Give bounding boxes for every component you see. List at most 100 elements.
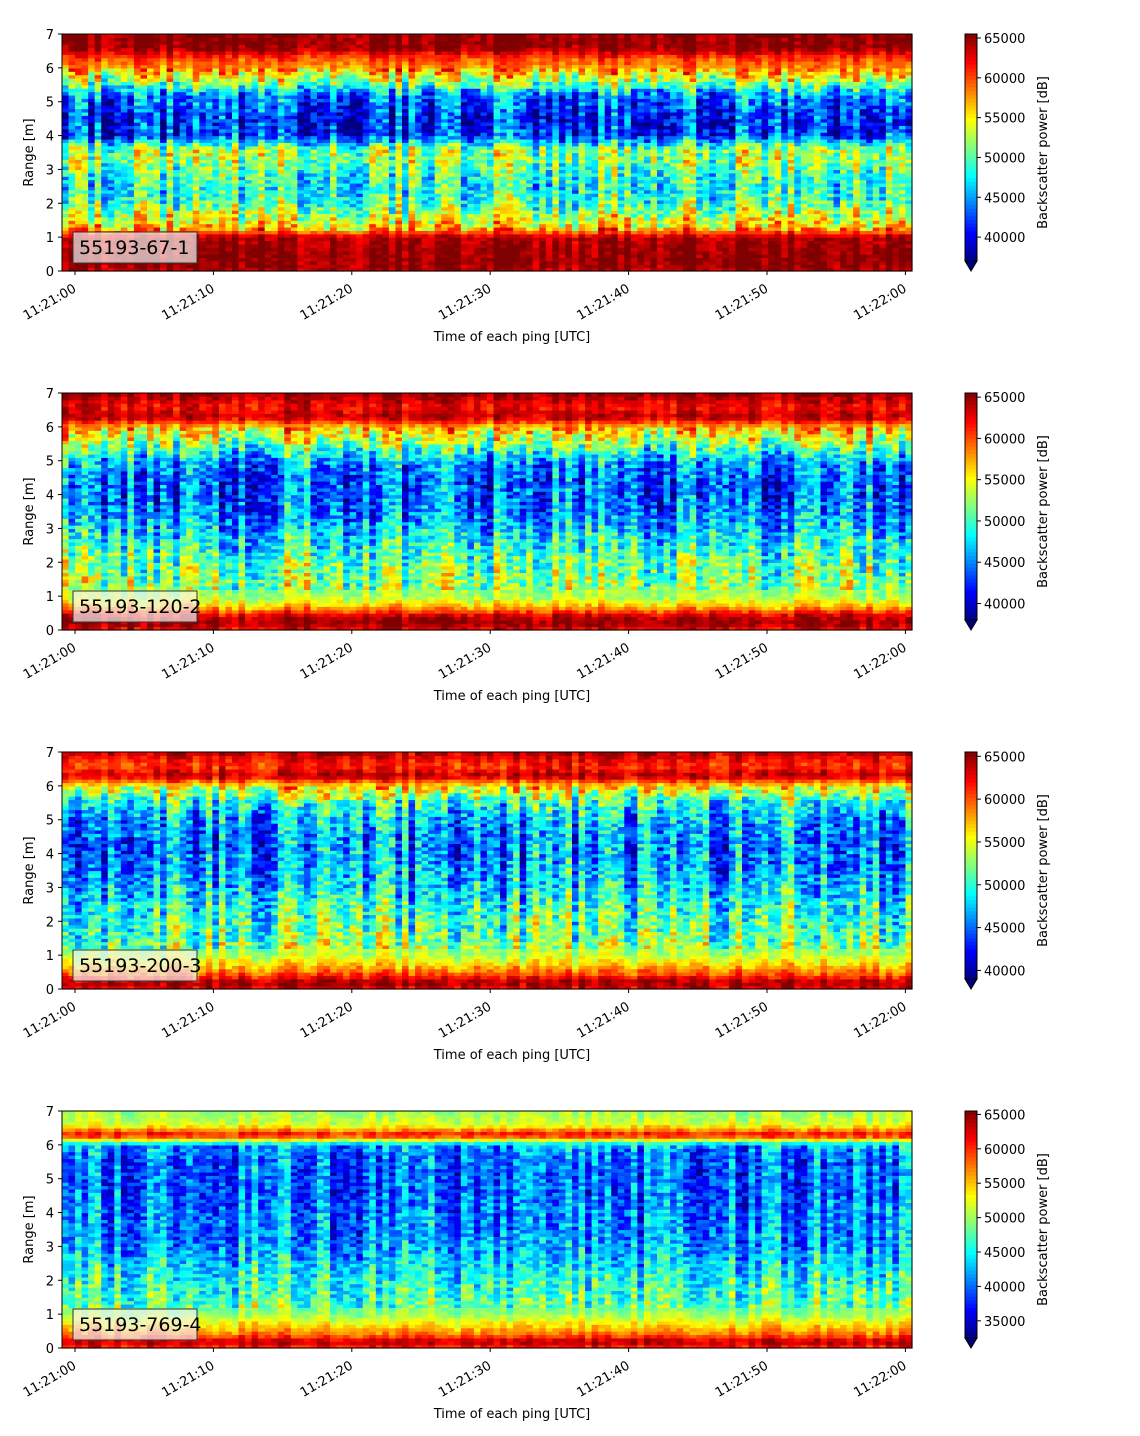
panel-3: 0 1 2 3 4 5 6 7 11:21:00 11:21:10 11:21:20 11:21:30… — [21, 746, 1051, 1063]
colorbar-tick-label: 60000 — [984, 72, 1025, 87]
colorbar-tick-label: 65000 — [984, 750, 1025, 765]
x-tick-label: 11:21:40 — [575, 999, 633, 1041]
x-tick-label: 11:21:30 — [436, 640, 494, 682]
x-tick-label: 11:22:00 — [851, 1358, 909, 1400]
y-tick-label: 7 — [46, 746, 54, 761]
x-tick-label: 11:21:20 — [298, 640, 356, 682]
y-tick-label: 6 — [46, 421, 54, 436]
y-tick-label: 0 — [46, 1342, 54, 1357]
colorbar-tick-label: 60000 — [984, 1143, 1025, 1158]
colorbar-tick-label: 45000 — [984, 1246, 1025, 1261]
x-tick-label: 11:21:00 — [21, 640, 79, 682]
heatmap-image — [62, 34, 913, 272]
x-tick-label: 11:22:00 — [851, 640, 909, 682]
colorbar-extend-arrow — [964, 260, 978, 272]
x-tick-label: 11:21:00 — [21, 1358, 79, 1400]
panel-1: 0 1 2 3 4 5 6 7 11:21:00 11:21:10 11:21:20 11:21:30… — [21, 28, 1051, 345]
y-tick-label: 2 — [46, 197, 54, 212]
y-tick-label: 2 — [46, 556, 54, 571]
colorbar-frame — [964, 392, 978, 621]
y-tick-label: 3 — [46, 1240, 54, 1255]
axes-frame — [61, 392, 913, 631]
colorbar: 40000 45000 50000 55000 60000 65000 Backscatte… — [964, 391, 1051, 631]
colorbar-label: Backscatter power [dB] — [1036, 794, 1051, 947]
colorbar: 35000 40000 45000 50000 55000 60000 65000 Backs… — [964, 1108, 1051, 1349]
colorbar-frame — [964, 33, 978, 262]
colorbar-tick-label: 60000 — [984, 432, 1025, 447]
colorbar-label: Backscatter power [dB] — [1036, 1153, 1051, 1306]
y-tick-label: 6 — [46, 1139, 54, 1154]
colorbar-tick-label: 45000 — [984, 556, 1025, 571]
y-tick-label: 5 — [46, 455, 54, 470]
colorbar-tick-label: 65000 — [984, 1108, 1025, 1123]
panel-label: 55193-200-3 — [79, 955, 202, 977]
panel-label-box: 55193-67-1 — [72, 231, 198, 264]
x-tick-label: 11:21:20 — [298, 281, 356, 323]
axes-frame — [61, 33, 913, 272]
x-tick-label: 11:22:00 — [851, 281, 909, 323]
x-axis-label: Time of each ping [UTC] — [433, 1407, 591, 1422]
colorbar-tick-label: 35000 — [984, 1315, 1025, 1330]
y-axis-label: Range [m] — [22, 1195, 37, 1263]
colorbar-tick-label: 40000 — [984, 1280, 1025, 1295]
x-tick-label: 11:21:50 — [713, 281, 771, 323]
colorbar-tick-label: 65000 — [984, 32, 1025, 47]
y-axis-label: Range [m] — [22, 836, 37, 904]
x-tick-label: 11:21:10 — [159, 999, 217, 1041]
heatmap-image — [62, 393, 913, 631]
colorbar-tick-label: 45000 — [984, 922, 1025, 937]
colorbar-tick-label: 40000 — [984, 231, 1025, 246]
y-tick-label: 1 — [46, 590, 54, 605]
y-tick-label: 6 — [46, 62, 54, 77]
colorbar-label: Backscatter power [dB] — [1036, 435, 1051, 588]
panel-label-box: 55193-200-3 — [72, 949, 202, 982]
heatmap-image — [62, 752, 913, 990]
x-tick-label: 11:21:00 — [21, 999, 79, 1041]
y-tick-label: 1 — [46, 949, 54, 964]
colorbar-extend-arrow — [964, 1337, 978, 1349]
y-tick-label: 0 — [46, 265, 54, 280]
y-tick-label: 3 — [46, 881, 54, 896]
colorbar-tick-label: 50000 — [984, 879, 1025, 894]
x-tick-label: 11:21:40 — [575, 281, 633, 323]
y-tick-label: 5 — [46, 814, 54, 829]
colorbar-tick-label: 55000 — [984, 836, 1025, 851]
y-tick-label: 0 — [46, 624, 54, 639]
x-tick-label: 11:21:50 — [713, 640, 771, 682]
colorbar-extend-arrow — [964, 619, 978, 631]
panel-4: 0 1 2 3 4 5 6 7 11:21:00 11:21:10 11:21:20 11:21:30… — [21, 1105, 1051, 1422]
panel-label: 55193-769-4 — [79, 1314, 202, 1336]
x-tick-label: 11:22:00 — [851, 999, 909, 1041]
y-tick-label: 1 — [46, 231, 54, 246]
x-axis-label: Time of each ping [UTC] — [433, 330, 591, 345]
x-axis-label: Time of each ping [UTC] — [433, 689, 591, 704]
panel-label: 55193-67-1 — [79, 237, 189, 259]
y-axis-label: Range [m] — [22, 477, 37, 545]
colorbar-tick-label: 65000 — [984, 391, 1025, 406]
colorbar-tick-label: 50000 — [984, 151, 1025, 166]
x-tick-label: 11:21:00 — [21, 281, 79, 323]
y-tick-label: 2 — [46, 1274, 54, 1289]
x-tick-label: 11:21:50 — [713, 1358, 771, 1400]
x-tick-label: 11:21:20 — [298, 1358, 356, 1400]
y-tick-label: 1 — [46, 1308, 54, 1323]
colorbar-label: Backscatter power [dB] — [1036, 76, 1051, 229]
panel-label-box: 55193-769-4 — [72, 1308, 202, 1341]
y-tick-label: 3 — [46, 522, 54, 537]
y-tick-label: 6 — [46, 780, 54, 795]
x-tick-label: 11:21:10 — [159, 1358, 217, 1400]
y-tick-label: 5 — [46, 1173, 54, 1188]
x-tick-label: 11:21:10 — [159, 640, 217, 682]
colorbar-tick-label: 40000 — [984, 964, 1025, 979]
heatmap-image — [62, 1111, 913, 1349]
colorbar-extend-arrow — [964, 978, 978, 990]
colorbar-tick-label: 50000 — [984, 515, 1025, 530]
colorbar-tick-label: 45000 — [984, 191, 1025, 206]
y-tick-label: 4 — [46, 1207, 54, 1222]
colorbar-tick-label: 60000 — [984, 793, 1025, 808]
colorbar-tick-label: 55000 — [984, 1177, 1025, 1192]
colorbar: 40000 45000 50000 55000 60000 65000 Backscatte… — [964, 750, 1051, 990]
y-tick-label: 7 — [46, 387, 54, 402]
x-tick-label: 11:21:50 — [713, 999, 771, 1041]
